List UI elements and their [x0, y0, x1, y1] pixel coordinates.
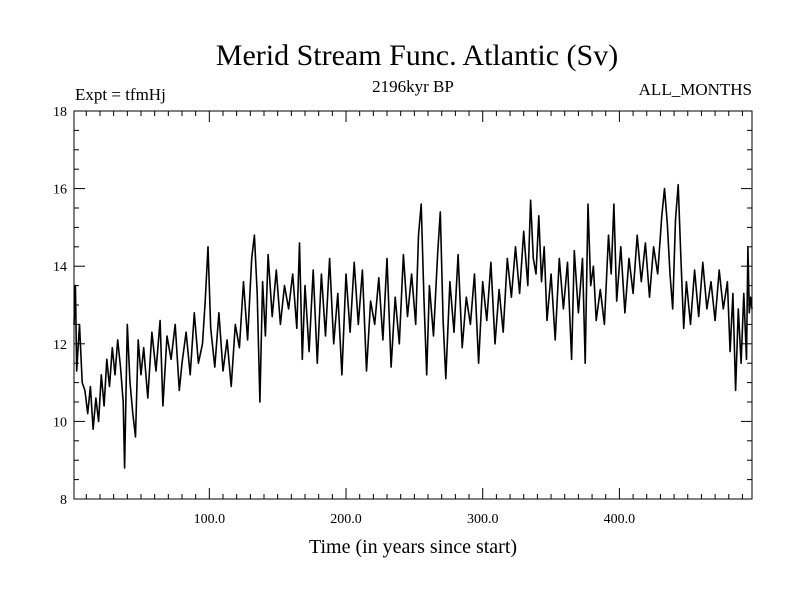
y-tick-label: 8: [60, 493, 67, 508]
months-label: ALL_MONTHS: [639, 80, 752, 99]
y-tick-label: 12: [53, 338, 67, 353]
series-line: [73, 183, 753, 469]
plot-frame: [73, 110, 753, 500]
y-tick-label: 18: [53, 105, 67, 120]
x-axis-label: Time (in years since start): [309, 536, 517, 558]
x-tick-label: 100.0: [194, 512, 226, 527]
x-tick-label: 300.0: [467, 512, 499, 527]
experiment-label: Expt = tfmHj: [75, 85, 166, 104]
axis-ticks: [74, 110, 752, 500]
period-label: 2196kyr BP: [372, 77, 454, 96]
y-tick-label: 10: [53, 415, 67, 430]
plot-area: 100.0 200.0 300.0 400.0 8 10 12 14 16 18: [53, 105, 753, 527]
y-tick-label: 16: [53, 183, 67, 198]
y-tick-label: 14: [53, 260, 67, 275]
axis-tick-labels: 100.0 200.0 300.0 400.0 8 10 12 14 16 18: [53, 105, 635, 527]
x-tick-label: 200.0: [330, 512, 362, 527]
x-tick-label: 400.0: [604, 512, 636, 527]
chart-title: Merid Stream Func. Atlantic (Sv): [216, 39, 618, 72]
